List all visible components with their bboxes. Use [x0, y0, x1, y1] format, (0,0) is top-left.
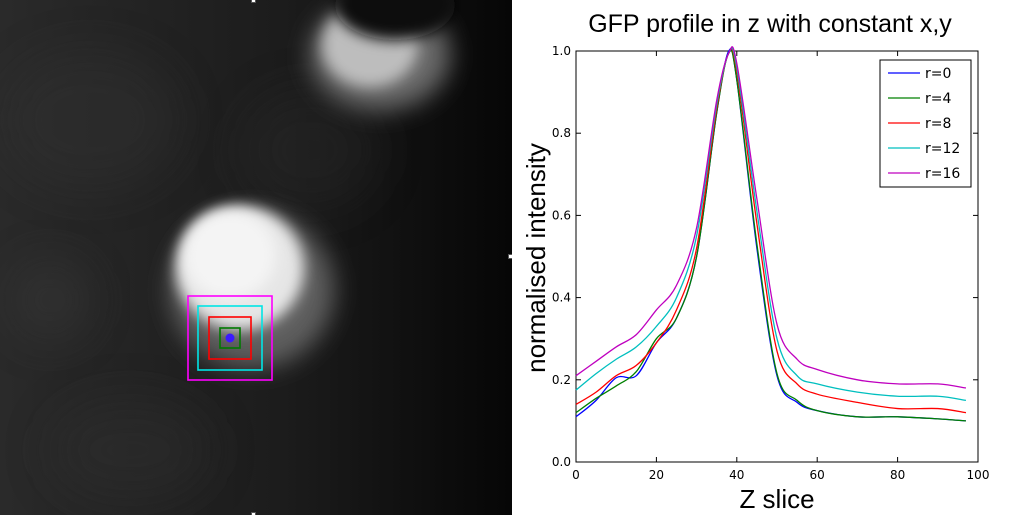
- legend: r=0 r=4 r=8 r=12 r=16: [879, 59, 972, 188]
- legend-label: r=16: [925, 166, 960, 182]
- microscopy-image-panel: [0, 0, 512, 515]
- y-tick-label: 0.8: [552, 126, 571, 140]
- roi-box-r-16: [187, 295, 273, 381]
- chart-panel: GFP profile in z with constant x,y norma…: [513, 0, 1025, 515]
- roi-box-r-4: [219, 327, 241, 349]
- x-axis-label: Z slice: [739, 484, 814, 514]
- y-tick-label: 0.6: [552, 208, 571, 222]
- resize-handle-right[interactable]: [508, 254, 512, 259]
- series-line-r-16: [575, 46, 967, 389]
- resize-handle-bottom[interactable]: [251, 512, 256, 515]
- x-tick-label: 100: [967, 468, 990, 482]
- roi-center-marker: [225, 333, 235, 343]
- chart-title: GFP profile in z with constant x,y: [588, 10, 952, 38]
- x-tick-label: 60: [810, 468, 825, 482]
- legend-label: r=12: [925, 141, 960, 157]
- y-tick-label: 0.4: [552, 291, 571, 305]
- x-tick-label: 40: [729, 468, 744, 482]
- line-chart: GFP profile in z with constant x,y norma…: [521, 10, 990, 514]
- y-tick-label: 1.0: [552, 44, 571, 58]
- roi-overlay: [187, 295, 273, 381]
- legend-label: r=0: [925, 66, 951, 82]
- series-line-r-4: [575, 49, 966, 422]
- x-tick-label: 80: [890, 468, 905, 482]
- x-tick-label: 20: [649, 468, 664, 482]
- legend-label: r=4: [925, 91, 951, 107]
- roi-box-r-8: [208, 316, 252, 360]
- resize-handle-top[interactable]: [251, 0, 256, 3]
- roi-box-r-12: [197, 305, 263, 371]
- y-tick-label: 0.2: [552, 373, 571, 387]
- y-axis-label: normalised intensity: [521, 143, 551, 373]
- y-tick-label: 0.0: [552, 455, 571, 469]
- legend-label: r=8: [925, 116, 951, 132]
- microscopy-image: [0, 0, 512, 515]
- x-tick-label: 0: [572, 468, 580, 482]
